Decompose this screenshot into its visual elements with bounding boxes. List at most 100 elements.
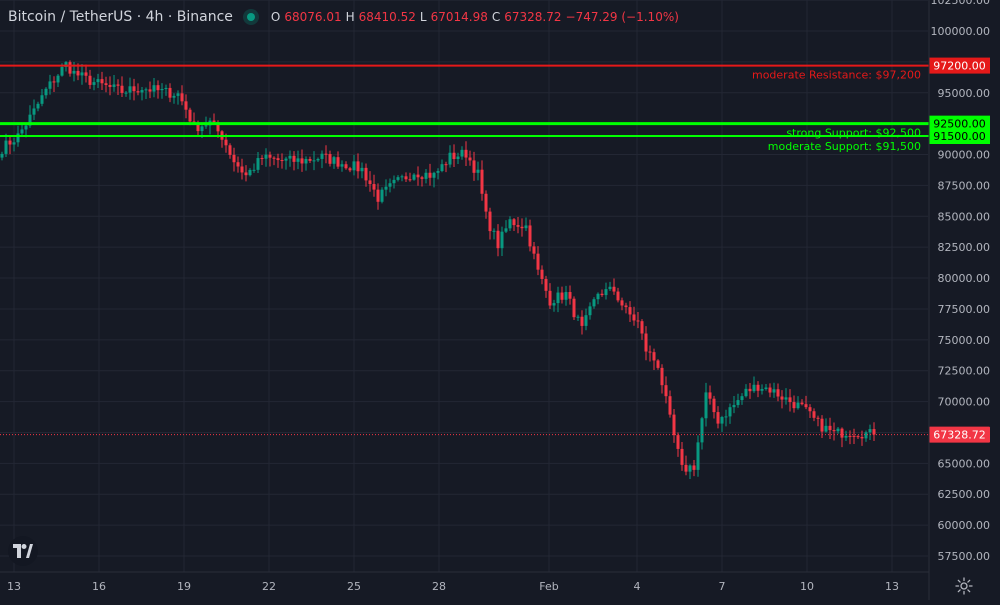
candle-body <box>828 425 832 431</box>
candle <box>348 166 352 173</box>
candle-body <box>596 293 600 300</box>
gear-icon[interactable] <box>955 577 973 595</box>
candle-body <box>36 103 40 109</box>
candle-body <box>112 84 116 87</box>
candle <box>560 286 564 304</box>
price-tick-label: 75000.00 <box>938 334 991 347</box>
candle <box>276 153 280 168</box>
price-tick-label: 57500.00 <box>938 550 991 563</box>
candle <box>68 60 72 77</box>
candle-body <box>856 436 860 438</box>
candle <box>508 216 512 232</box>
candle <box>692 460 696 477</box>
candle <box>384 179 388 197</box>
candle <box>236 156 240 173</box>
candle <box>292 151 296 171</box>
candle-body <box>632 314 636 321</box>
candle <box>636 311 640 329</box>
candle <box>844 430 848 441</box>
candle-body <box>684 464 688 472</box>
resistance-label: moderate Resistance: $97,200 <box>752 69 921 82</box>
candle-body <box>284 158 288 161</box>
candle <box>784 388 788 405</box>
candle <box>392 175 396 189</box>
candle-body <box>696 442 700 470</box>
candle <box>404 172 408 182</box>
candle <box>180 85 184 106</box>
candle-body <box>356 161 360 172</box>
candle-body <box>268 154 272 158</box>
candle-body <box>848 435 852 437</box>
candle-body <box>784 397 788 400</box>
candle <box>140 87 144 101</box>
candle-body <box>672 414 676 436</box>
candle <box>580 310 584 335</box>
price-tag-label: 91500.00 <box>933 130 986 143</box>
candle <box>424 169 428 184</box>
price-tag-label: 92500.00 <box>933 118 986 131</box>
resistance-price-tag <box>929 57 990 74</box>
candle-body <box>352 161 356 171</box>
candle-body <box>296 158 300 162</box>
candle-body <box>76 70 80 76</box>
time-tick-label: 13 <box>7 580 21 593</box>
price-tick-label: 77500.00 <box>938 303 991 316</box>
candle <box>804 395 808 410</box>
candle <box>780 390 784 409</box>
candle-body <box>84 72 88 76</box>
candle-body <box>160 88 164 91</box>
candle-body <box>744 388 748 397</box>
price-axis-background <box>929 0 1000 600</box>
candle-body <box>120 85 124 93</box>
candle <box>284 156 288 170</box>
candle <box>408 172 412 182</box>
candle <box>344 161 348 170</box>
candle-body <box>588 306 592 316</box>
candle-body <box>808 407 812 412</box>
candle-body <box>604 289 608 296</box>
candle <box>376 183 380 210</box>
candle-body <box>820 418 824 432</box>
candle <box>664 376 668 404</box>
candle <box>40 89 44 107</box>
candle-body <box>44 88 48 96</box>
candle <box>120 76 124 98</box>
tradingview-logo-icon[interactable] <box>8 536 38 566</box>
candle-body <box>380 189 384 202</box>
candle-body <box>316 158 320 161</box>
candle <box>324 145 328 164</box>
candle-body <box>328 154 332 164</box>
candle <box>352 154 356 176</box>
price-tick-label: 95000.00 <box>938 87 991 100</box>
candle-body <box>100 79 104 84</box>
candle-body <box>40 95 44 104</box>
candle <box>752 376 756 393</box>
time-tick-label: 4 <box>634 580 641 593</box>
candle <box>796 396 800 410</box>
candle <box>316 157 320 163</box>
price-tick-label: 80000.00 <box>938 272 991 285</box>
market-status-dot <box>246 13 255 21</box>
candle <box>176 90 180 105</box>
candle-body <box>492 230 496 232</box>
symbol-title[interactable]: Bitcoin / TetherUS · 4h · Binance <box>8 9 233 25</box>
candle <box>816 415 820 427</box>
candle <box>360 162 364 179</box>
candle-body <box>608 286 612 290</box>
candle <box>852 428 856 444</box>
time-tick-label: 22 <box>262 580 276 593</box>
candle-body <box>56 75 60 83</box>
level-lines: moderate Resistance: $97,200 strong Suppo… <box>0 64 929 153</box>
candle-body <box>68 62 72 74</box>
candle-body <box>756 384 760 391</box>
high-value: 68410.52 <box>358 10 416 24</box>
candle <box>372 174 376 197</box>
candle-body <box>96 79 100 83</box>
price-tick-label: 65000.00 <box>938 457 991 470</box>
candle-body <box>484 193 488 212</box>
candle-body <box>676 435 680 449</box>
candle <box>440 159 444 173</box>
candle <box>80 64 84 85</box>
